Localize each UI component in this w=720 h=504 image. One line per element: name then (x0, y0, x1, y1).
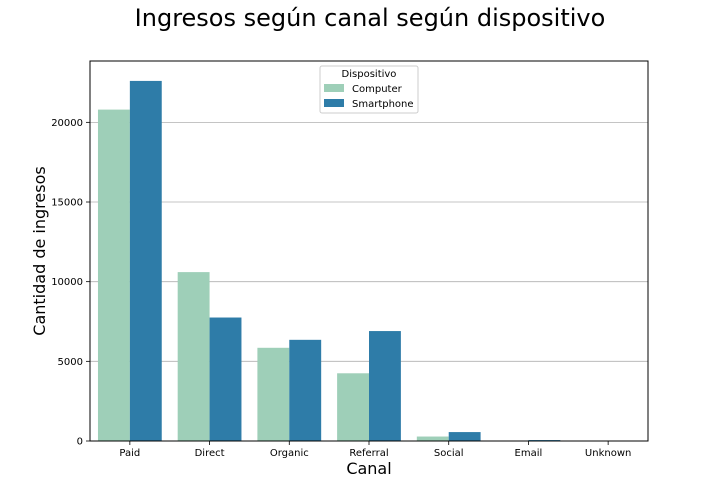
y-tick-label: 20000 (51, 118, 83, 129)
y-tick-label: 5000 (58, 357, 83, 368)
y-tick-label: 0 (77, 437, 83, 448)
bar-smartphone-organic (289, 339, 322, 441)
x-axis-label: Canal (346, 459, 391, 478)
gridlines (90, 121, 648, 362)
x-tick-label: Paid (119, 448, 140, 459)
y-tick-label: 15000 (51, 198, 83, 209)
bar-computer-social (416, 436, 449, 441)
chart-title: Ingresos según canal según dispositivo (135, 4, 606, 32)
bar-computer-direct (177, 272, 210, 441)
x-tick-label: Referral (349, 448, 388, 459)
legend-swatch-computer (324, 84, 344, 92)
bars (97, 80, 561, 442)
bar-smartphone-social (448, 432, 481, 441)
bar-computer-paid (97, 109, 130, 441)
x-tick-label: Unknown (585, 448, 631, 459)
legend-title: Dispositivo (342, 69, 397, 80)
bar-computer-referral (337, 373, 369, 441)
x-tick-label: Social (434, 448, 464, 459)
axis-ticks: 0 5000 10000 15000 20000 Paid Direct Organic Ref… (51, 118, 631, 459)
bar-smartphone-paid (129, 80, 162, 442)
y-tick-label: 10000 (51, 277, 83, 288)
bar-smartphone-referral (369, 331, 401, 441)
legend-label-computer: Computer (352, 84, 403, 95)
legend: Dispositivo Computer Smartphone (319, 65, 419, 114)
legend-label-smartphone: Smartphone (352, 99, 414, 110)
bar-computer-organic (257, 347, 290, 441)
x-tick-label: Organic (270, 448, 309, 459)
x-tick-label: Direct (195, 448, 225, 459)
legend-swatch-smartphone (324, 99, 344, 107)
x-tick-label: Email (515, 448, 543, 459)
legend-box (319, 65, 419, 114)
bar-smartphone-direct (209, 317, 242, 441)
y-axis-label: Cantidad de ingresos (30, 166, 49, 335)
